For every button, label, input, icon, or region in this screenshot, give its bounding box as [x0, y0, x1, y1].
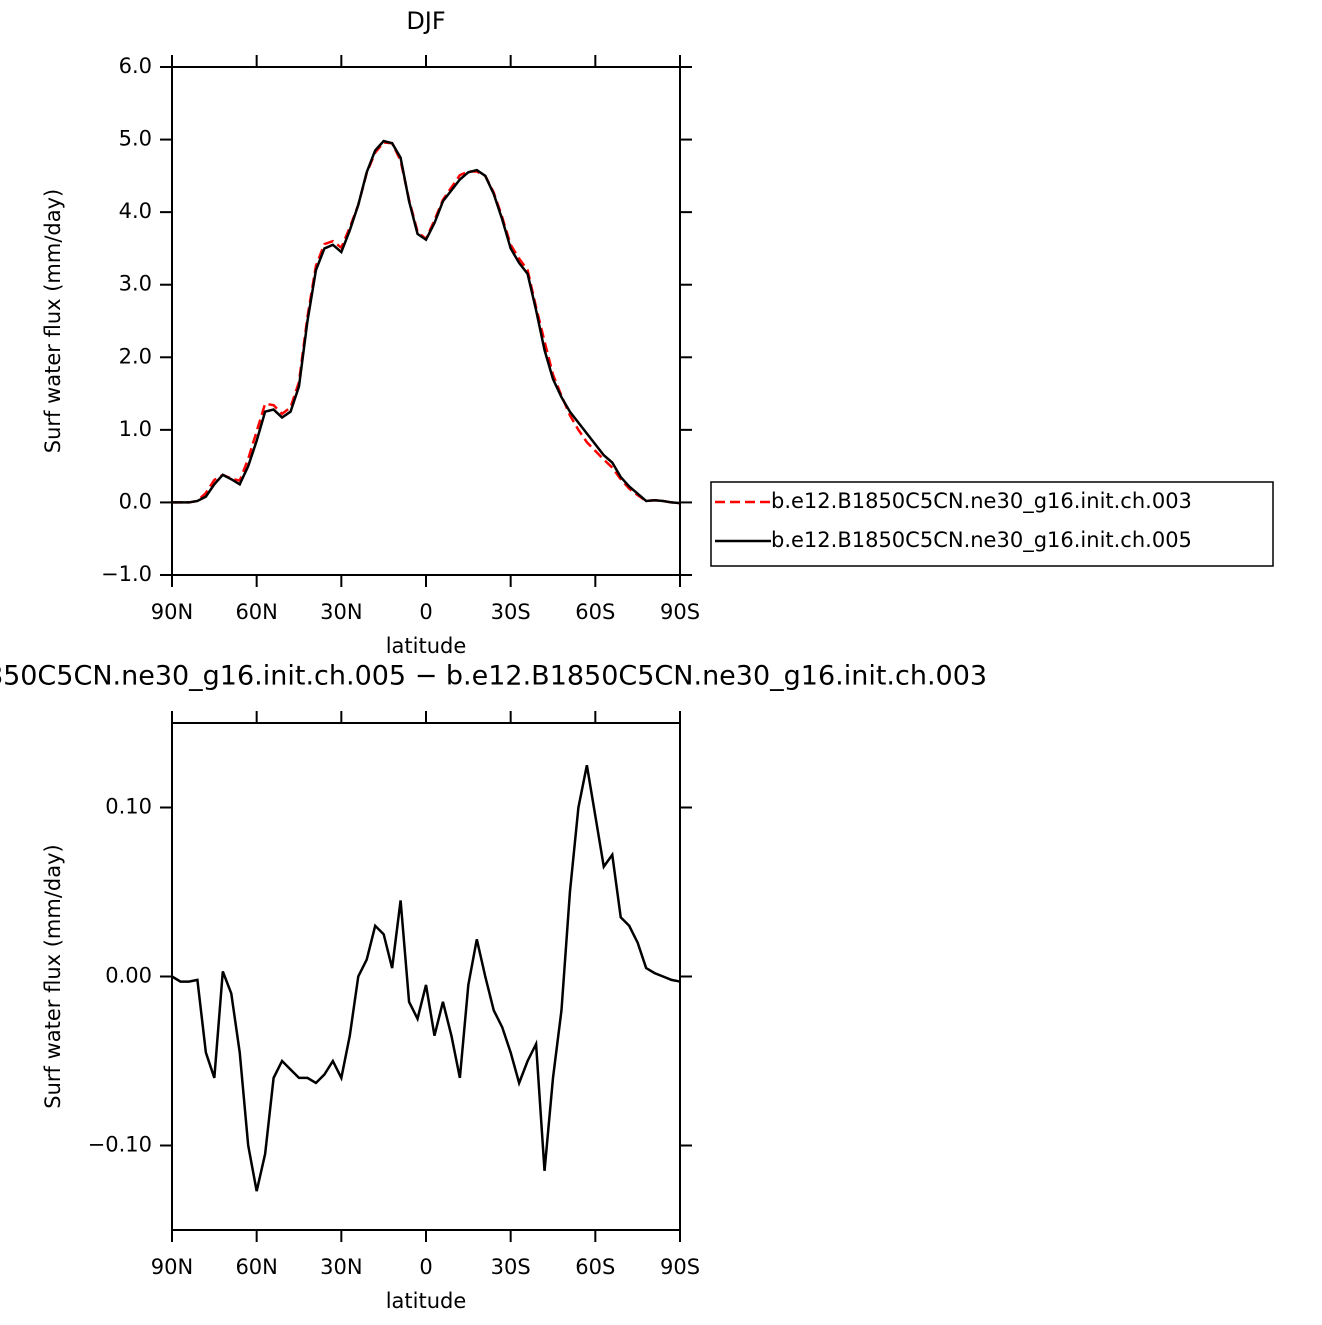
chart-title: DJF	[406, 7, 445, 35]
legend-label: b.e12.B1850C5CN.ne30_g16.init.ch.003	[771, 489, 1192, 514]
x-tick-label: 30N	[320, 1255, 362, 1279]
legend: b.e12.B1850C5CN.ne30_g16.init.ch.003 b.e1…	[710, 481, 1274, 567]
data-line	[172, 139, 681, 505]
y-tick-label: 6.0	[119, 54, 152, 78]
y-tick-label: 0.10	[105, 795, 152, 819]
y-tick-label: 4.0	[119, 199, 152, 223]
y-axis-label: Surf water flux (mm/day)	[41, 844, 65, 1109]
data-line	[172, 141, 681, 505]
y-tick-label: −1.0	[101, 562, 152, 586]
x-tick-label: 90N	[151, 1255, 193, 1279]
x-tick-label: 30S	[491, 600, 531, 624]
x-tick-label: 60N	[235, 600, 277, 624]
x-tick-label: 90S	[660, 1255, 700, 1279]
y-tick-label: 5.0	[119, 127, 152, 151]
data-line	[171, 765, 681, 1192]
x-axis-label: latitude	[386, 634, 467, 658]
x-tick-label: 30N	[320, 600, 362, 624]
chart-title: b.e12.B1850C5CN.ne30_g16.init.ch.005 − b…	[0, 661, 987, 692]
x-tick-label: 60N	[235, 1255, 277, 1279]
y-tick-label: 0.0	[119, 489, 152, 513]
x-tick-label: 0	[419, 1255, 432, 1279]
plot-frame	[171, 66, 681, 576]
x-tick-label: 60S	[575, 600, 615, 624]
x-axis-label: latitude	[386, 1289, 467, 1313]
legend-label: b.e12.B1850C5CN.ne30_g16.init.ch.005	[771, 528, 1192, 553]
x-tick-label: 90S	[660, 600, 700, 624]
legend-box	[710, 481, 1274, 567]
x-tick-label: 0	[419, 600, 432, 624]
plot-frame	[171, 722, 681, 1231]
x-tick-label: 30S	[491, 1255, 531, 1279]
y-tick-label: 0.00	[105, 964, 152, 988]
y-axis-label: Surf water flux (mm/day)	[41, 189, 65, 454]
y-tick-label: 3.0	[119, 272, 152, 296]
y-tick-label: 1.0	[119, 417, 152, 441]
x-tick-label: 60S	[575, 1255, 615, 1279]
y-tick-label: −0.10	[88, 1133, 152, 1157]
y-tick-label: 2.0	[119, 344, 152, 368]
x-tick-label: 90N	[151, 600, 193, 624]
